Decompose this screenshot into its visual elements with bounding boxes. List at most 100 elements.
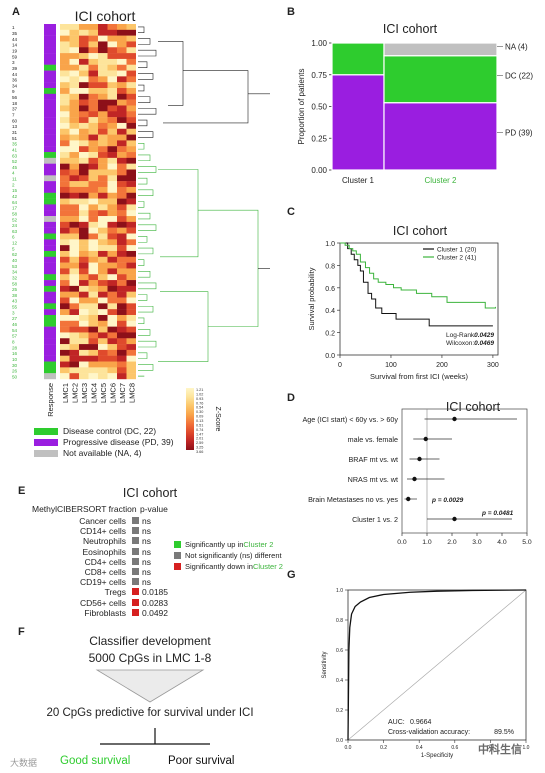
heatmap-cell <box>60 233 70 240</box>
hr-point <box>406 496 411 502</box>
heatmap-cell <box>107 64 117 71</box>
heatmap-cell <box>69 204 79 211</box>
row-id-label: 36 <box>12 78 18 83</box>
heatmap-cell <box>60 192 70 199</box>
heatmap-cell <box>60 326 70 333</box>
response-axis-label: Response <box>46 383 55 417</box>
panel-e-label: E <box>18 485 26 497</box>
heatmap-cell <box>117 24 127 31</box>
response-cell <box>44 169 56 176</box>
column-label-lmc7: LMC7 <box>118 383 127 403</box>
cv-label: Cross-validation accuracy: <box>388 729 470 736</box>
classifier-line1: Classifier development <box>89 634 211 648</box>
dendro-branch <box>138 259 145 266</box>
heatmap-cell <box>88 256 98 263</box>
heatmap-cell <box>69 134 79 141</box>
heatmap-cell <box>126 186 136 193</box>
heatmap-cell <box>88 53 98 60</box>
row-id-label: 57 <box>12 334 18 339</box>
heatmap-cell <box>60 76 70 83</box>
panel-a-legend: Disease control (DC, 22) Progressive dise… <box>34 426 174 459</box>
response-cell <box>44 221 56 228</box>
row-id-label: 53 <box>12 264 18 269</box>
legend-label: Not available (NA, 4) <box>63 448 142 458</box>
row-id-label: 58 <box>12 281 18 286</box>
heatmap-cell <box>107 169 117 176</box>
heatmap-cell <box>107 82 117 89</box>
y-tick-label: 0.4 <box>336 678 343 684</box>
heatmap-cell <box>79 361 89 368</box>
heatmap-cell <box>98 355 108 362</box>
classifier-line3: 20 CpGs predictive for survival under IC… <box>46 707 254 719</box>
significance-swatch <box>132 517 139 524</box>
heatmap-cell <box>79 192 89 199</box>
heatmap-cell <box>79 262 89 269</box>
heatmap-cell <box>60 344 70 351</box>
heatmap-cell <box>107 373 117 380</box>
heatmap-cell <box>69 221 79 228</box>
heatmap-cell <box>60 93 70 100</box>
heatmap-cell <box>79 35 89 42</box>
heatmap-cell <box>117 274 127 281</box>
row-id-label: 31 <box>12 130 18 135</box>
segment-label: PD (39) <box>505 129 533 138</box>
row-id-label: 35 <box>12 31 18 36</box>
celltype-row: CD19+ cells ns <box>30 577 280 587</box>
row-id-label: 55 <box>12 305 18 310</box>
legend-cluster: Cluster 2 <box>243 540 274 549</box>
heatmap-cell <box>126 361 136 368</box>
heatmap-cell <box>88 367 98 374</box>
heatmap-cell <box>79 233 89 240</box>
heatmap-cell <box>69 99 79 106</box>
heatmap-cell <box>69 367 79 374</box>
heatmap-cell <box>69 338 79 345</box>
heatmap-cell <box>60 216 70 223</box>
heatmap-cell <box>98 64 108 71</box>
response-cell <box>44 227 56 234</box>
x-tick-label: 0.2 <box>380 745 387 751</box>
y-tick-label: 0.25 <box>311 134 327 143</box>
heatmap-cell <box>126 64 136 71</box>
heatmap-cell <box>60 88 70 95</box>
poor-survival-label: Poor survival <box>168 755 235 767</box>
heatmap-cell <box>60 373 70 380</box>
response-cell <box>44 186 56 193</box>
heatmap-cell <box>60 250 70 257</box>
heatmap-cell <box>98 111 108 118</box>
heatmap-cell <box>98 268 108 275</box>
heatmap-cell <box>98 204 108 211</box>
heatmap-cell <box>88 111 98 118</box>
heatmap-cell <box>107 361 117 368</box>
row-id-label: 40 <box>12 258 18 263</box>
heatmap-cell <box>107 291 117 298</box>
heatmap-cell <box>98 373 108 380</box>
heatmap-cell <box>126 204 136 211</box>
heatmap-cell <box>98 256 108 263</box>
bar-segment-2 <box>383 42 498 57</box>
heatmap-cell <box>60 367 70 374</box>
response-cell <box>44 361 56 368</box>
heatmap-cell <box>98 291 108 298</box>
x-tick-label: 0.6 <box>451 745 458 751</box>
response-cell <box>44 76 56 83</box>
heatmap-cell <box>107 88 117 95</box>
response-cell <box>44 24 56 31</box>
dendro-branch <box>138 96 151 103</box>
dendro-branch <box>138 212 151 220</box>
heatmap-cell <box>79 332 89 339</box>
heatmap-cell <box>126 303 136 310</box>
heatmap-cell <box>79 198 89 205</box>
auc-value: 0.9664 <box>410 719 432 726</box>
x-axis-title: Survival from first ICI (weeks) <box>370 372 468 381</box>
dendro-branch <box>138 119 148 127</box>
y-tick-label: 0.8 <box>325 263 335 270</box>
heatmap-cell <box>126 314 136 322</box>
pvalue-cell: ns <box>142 546 151 557</box>
y-tick-label: 1.0 <box>325 241 335 248</box>
heatmap-cell <box>126 221 136 228</box>
classifier-line2: 5000 CpGs in LMC 1-8 <box>88 651 212 665</box>
heatmap-cell <box>79 128 89 135</box>
heatmap-cell <box>60 268 70 275</box>
forest-row-label: Cluster 1 vs. 2 <box>352 515 398 524</box>
heatmap-cell <box>69 309 79 316</box>
